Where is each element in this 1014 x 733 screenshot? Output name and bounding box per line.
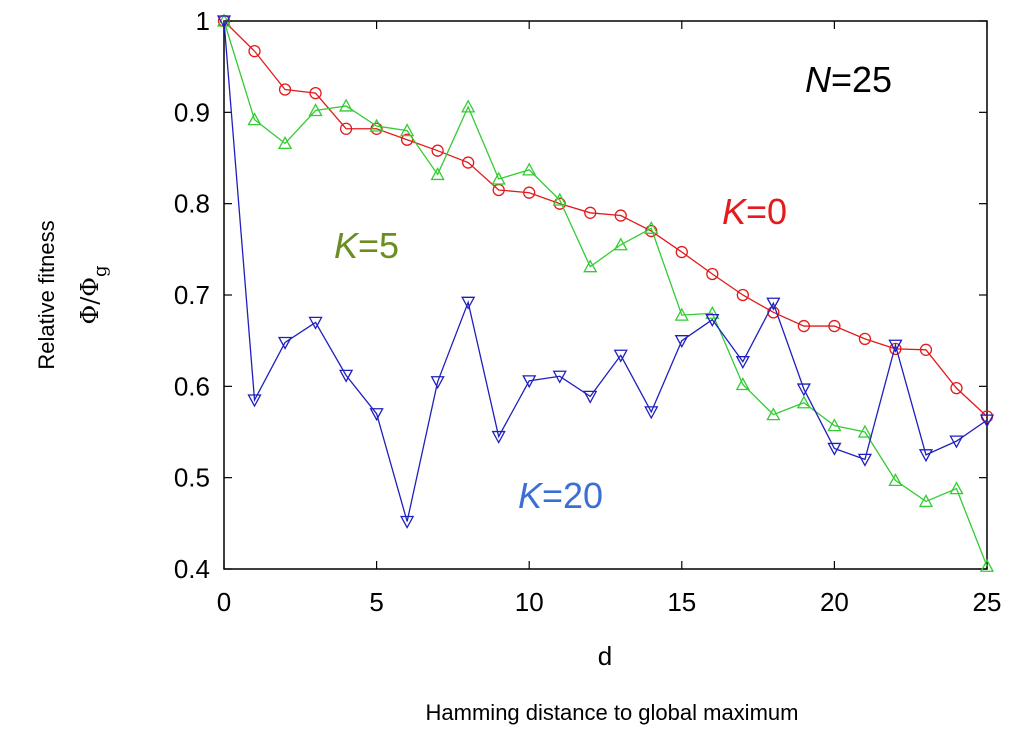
data-point-k20 xyxy=(338,369,354,383)
data-point-k20 xyxy=(979,414,995,428)
data-point-k5 xyxy=(369,118,384,132)
y-tick-label: 1 xyxy=(196,6,210,36)
y-tick-label: 0.5 xyxy=(174,463,210,493)
y-tick-label: 0.6 xyxy=(174,371,210,401)
data-point-k5 xyxy=(949,481,964,495)
y-tick-label: 0.9 xyxy=(174,97,210,127)
data-point-k0 xyxy=(248,44,261,58)
data-point-k20 xyxy=(674,335,689,349)
data-point-k5 xyxy=(430,167,445,181)
data-point-k0 xyxy=(309,87,322,100)
data-point-k0 xyxy=(339,122,353,135)
series-line-k20 xyxy=(223,20,988,522)
data-point-k20 xyxy=(247,394,262,408)
data-point-k20 xyxy=(277,336,293,350)
data-point-k0 xyxy=(462,156,475,169)
y-axis-label: Relative fitness xyxy=(34,220,59,369)
data-point-k20 xyxy=(888,339,903,353)
x-tick-label: 15 xyxy=(667,587,696,617)
data-point-k20 xyxy=(918,449,934,463)
data-point-k0 xyxy=(614,209,627,222)
data-point-k0 xyxy=(828,319,841,333)
data-point-k0 xyxy=(523,186,536,199)
data-point-k0 xyxy=(584,206,597,219)
data-point-k20 xyxy=(949,435,964,449)
data-point-k5 xyxy=(247,112,262,126)
data-point-k0 xyxy=(797,319,811,333)
data-point-k0 xyxy=(278,83,292,96)
data-point-k20 xyxy=(583,390,598,404)
series-k5 xyxy=(216,13,995,572)
annotation-k20: K=20 xyxy=(518,475,603,516)
data-point-k0 xyxy=(400,133,414,146)
data-point-k5 xyxy=(857,424,873,438)
data-point-k20 xyxy=(735,356,750,370)
data-point-k5 xyxy=(400,123,415,137)
series-layer xyxy=(216,13,995,572)
data-point-k5 xyxy=(888,473,903,487)
data-point-k20 xyxy=(308,316,323,330)
data-point-k5 xyxy=(979,558,995,572)
data-point-k20 xyxy=(430,376,445,390)
data-point-k20 xyxy=(491,430,506,444)
data-point-k5 xyxy=(766,407,781,421)
annotation-n: N=25 xyxy=(805,59,892,100)
data-point-k20 xyxy=(400,515,415,529)
data-point-k5 xyxy=(522,162,537,176)
data-point-k20 xyxy=(369,408,384,422)
data-point-k0 xyxy=(736,288,749,302)
data-point-k20 xyxy=(766,297,781,311)
x-tick-label: 20 xyxy=(820,587,849,617)
data-point-k5 xyxy=(461,99,476,113)
chart-caption: Hamming distance to global maximum xyxy=(425,700,799,725)
data-point-k20 xyxy=(613,349,628,363)
data-point-k5 xyxy=(735,377,750,391)
data-point-k5 xyxy=(674,307,689,321)
data-point-k5 xyxy=(583,259,598,273)
x-axis-label: d xyxy=(598,641,612,671)
y-tick-label: 0.4 xyxy=(174,554,210,584)
x-tick-label: 5 xyxy=(369,587,383,617)
data-point-k5 xyxy=(338,98,354,112)
data-point-k5 xyxy=(796,395,811,409)
x-tick-label: 10 xyxy=(515,587,544,617)
plot-area xyxy=(223,20,988,570)
series-line-k5 xyxy=(223,20,988,567)
data-point-k5 xyxy=(613,237,628,251)
plot-frame xyxy=(223,20,988,570)
data-point-k5 xyxy=(552,192,567,206)
data-point-k0 xyxy=(950,382,963,395)
data-point-k20 xyxy=(644,406,659,420)
data-point-k0 xyxy=(858,332,872,345)
y-tick-label: 0.7 xyxy=(174,280,210,310)
y-tick-label: 0.8 xyxy=(174,189,210,219)
data-point-k20 xyxy=(857,453,873,467)
data-point-k20 xyxy=(796,383,811,397)
x-tick-label: 25 xyxy=(973,587,1002,617)
y-axis-symbol: Φ/Φg xyxy=(76,266,111,325)
data-point-k5 xyxy=(705,305,720,319)
data-point-k0 xyxy=(919,343,933,356)
x-tick-label: 0 xyxy=(217,587,231,617)
data-point-k20 xyxy=(461,296,476,310)
data-point-k5 xyxy=(308,103,323,117)
data-point-k20 xyxy=(827,442,842,456)
data-point-k0 xyxy=(706,267,719,281)
data-point-k20 xyxy=(216,15,232,29)
data-point-k5 xyxy=(644,220,659,234)
data-point-k20 xyxy=(552,370,567,384)
annotation-k0: K=0 xyxy=(722,191,787,232)
data-point-k20 xyxy=(705,314,720,328)
data-point-k0 xyxy=(431,144,444,157)
data-point-k5 xyxy=(491,171,506,185)
data-point-k20 xyxy=(522,375,537,389)
data-point-k5 xyxy=(918,494,934,508)
data-point-k5 xyxy=(827,418,842,432)
annotation-k5: K=5 xyxy=(334,225,399,266)
series-k0 xyxy=(217,14,994,423)
data-point-k5 xyxy=(277,136,293,150)
data-point-k0 xyxy=(675,245,688,259)
series-k20 xyxy=(216,15,995,529)
